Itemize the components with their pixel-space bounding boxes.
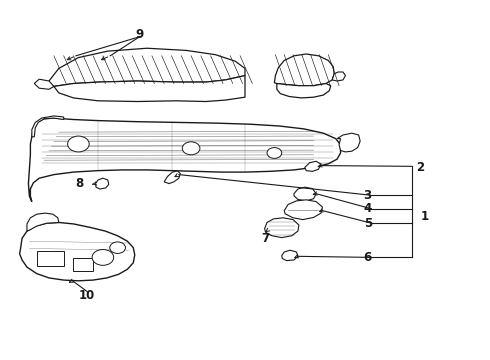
Polygon shape [305, 161, 321, 171]
Polygon shape [164, 171, 180, 184]
Polygon shape [49, 48, 245, 86]
Circle shape [110, 242, 125, 253]
Text: 10: 10 [79, 289, 96, 302]
Circle shape [182, 142, 200, 155]
Polygon shape [294, 187, 316, 201]
Polygon shape [54, 76, 245, 102]
Text: 9: 9 [136, 28, 144, 41]
Polygon shape [332, 72, 345, 81]
Text: 1: 1 [420, 210, 429, 222]
FancyBboxPatch shape [37, 251, 64, 266]
Polygon shape [274, 54, 334, 86]
Text: 5: 5 [364, 217, 372, 230]
Text: 6: 6 [364, 251, 372, 264]
Circle shape [68, 136, 89, 152]
Text: 4: 4 [364, 202, 372, 215]
Polygon shape [32, 116, 64, 137]
Polygon shape [27, 213, 59, 231]
Text: 2: 2 [416, 161, 425, 174]
Circle shape [267, 148, 282, 158]
Polygon shape [277, 84, 331, 98]
Polygon shape [284, 200, 322, 220]
Polygon shape [96, 178, 109, 189]
Polygon shape [282, 250, 298, 261]
Polygon shape [34, 79, 54, 89]
Text: 8: 8 [75, 177, 83, 190]
FancyBboxPatch shape [73, 258, 93, 271]
Text: 3: 3 [364, 189, 372, 202]
Polygon shape [20, 222, 135, 281]
Polygon shape [337, 133, 360, 152]
Text: 7: 7 [261, 232, 270, 245]
Polygon shape [28, 118, 341, 202]
Circle shape [92, 249, 114, 265]
Polygon shape [265, 218, 299, 238]
